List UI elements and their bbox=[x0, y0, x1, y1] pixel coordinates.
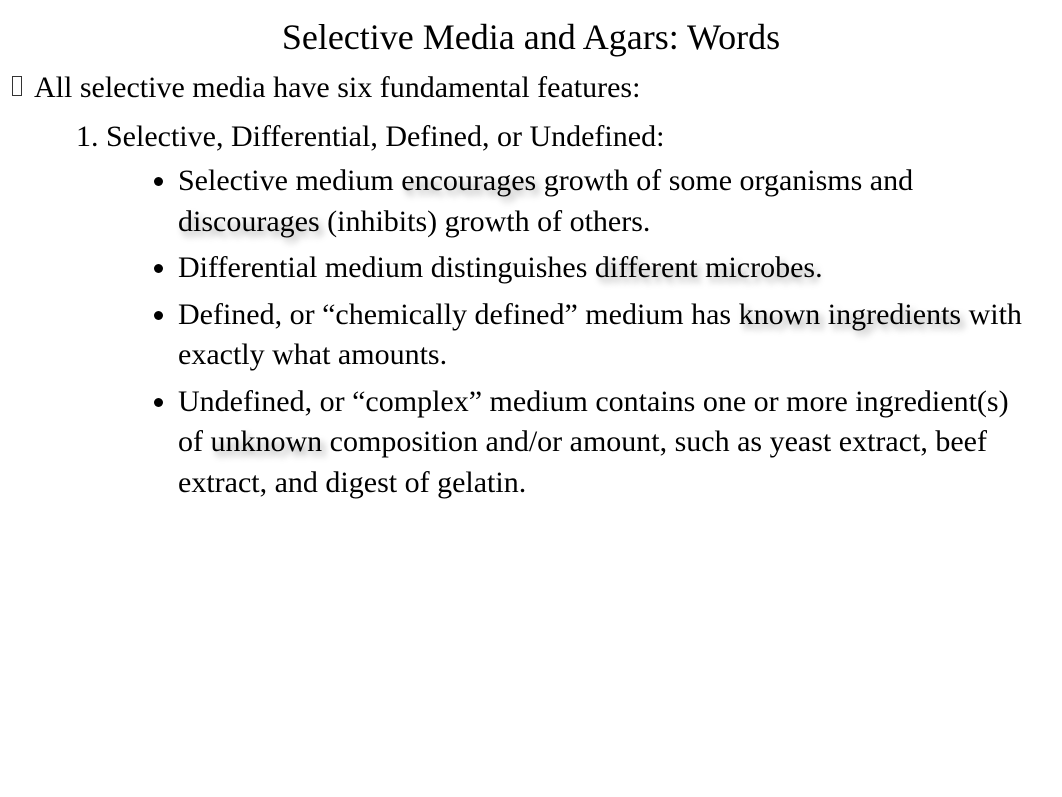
highlighted-term: different microbes bbox=[595, 251, 815, 284]
list-item: Selective, Differential, Defined, or Und… bbox=[106, 117, 1042, 504]
list-item: Defined, or “chemically defined” medium … bbox=[178, 295, 1042, 376]
list-item: Selective medium encourages growth of so… bbox=[178, 161, 1042, 242]
intro-text: All selective media have six fundamental… bbox=[34, 71, 640, 104]
numbered-list-level2: Selective, Differential, Defined, or Und… bbox=[34, 117, 1042, 504]
slide: Selective Media and Agars: Words All sel… bbox=[0, 0, 1062, 797]
text-segment: Differential medium distinguishes bbox=[178, 251, 595, 284]
slide-title: Selective Media and Agars: Words bbox=[0, 0, 1062, 68]
text-segment: (inhibits) growth of others. bbox=[320, 205, 651, 238]
text-segment: Defined, or “chemically defined” medium … bbox=[178, 298, 739, 331]
highlighted-term: unknown bbox=[211, 425, 323, 458]
text-segment: growth of some organisms and bbox=[536, 164, 913, 197]
text-segment: . bbox=[815, 251, 823, 284]
list-item: Differential medium distinguishes differ… bbox=[178, 248, 1042, 289]
highlighted-term: discourages bbox=[178, 205, 320, 238]
list-item: Undefined, or “complex” medium contains … bbox=[178, 382, 1042, 504]
item1-heading: Selective, Differential, Defined, or Und… bbox=[106, 120, 664, 153]
bullet-list-level1: All selective media have six fundamental… bbox=[14, 68, 1042, 503]
list-item: All selective media have six fundamental… bbox=[14, 68, 1042, 503]
bullet-list-level3: Selective medium encourages growth of so… bbox=[106, 161, 1042, 503]
highlighted-term: encourages bbox=[401, 164, 536, 197]
slide-body: All selective media have six fundamental… bbox=[0, 68, 1062, 503]
text-segment: Selective medium bbox=[178, 164, 401, 197]
highlighted-term: known ingredients bbox=[739, 298, 961, 331]
